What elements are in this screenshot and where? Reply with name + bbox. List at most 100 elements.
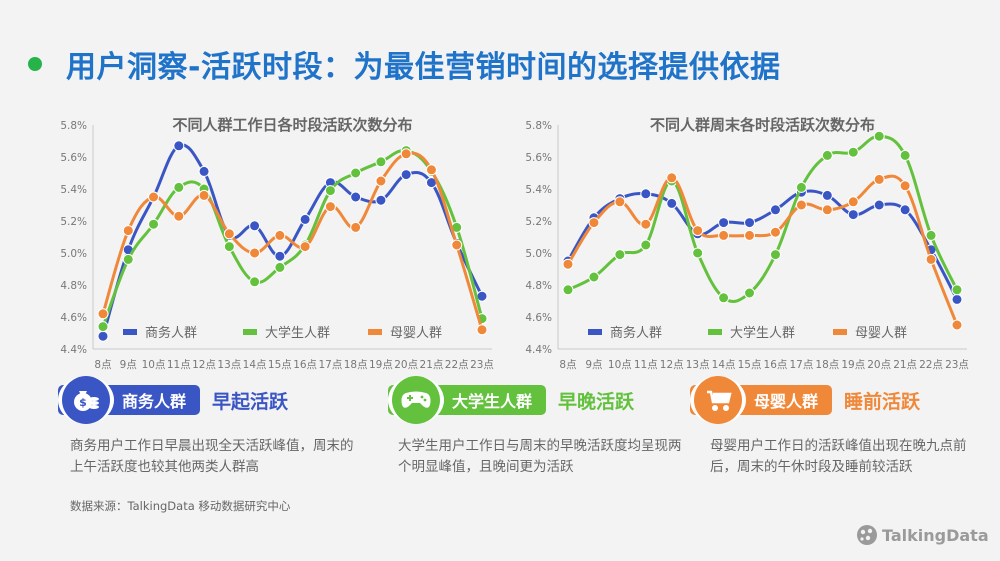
x-tick-label: 8点 xyxy=(94,359,111,371)
legend-label: 母婴人群 xyxy=(855,326,907,341)
chart-title: 不同人群周末各时段活跃次数分布 xyxy=(650,116,875,134)
data-point xyxy=(899,180,911,192)
data-point xyxy=(122,225,134,237)
data-point xyxy=(97,321,109,333)
series-line xyxy=(567,134,959,303)
data-point xyxy=(821,149,833,161)
data-point xyxy=(951,319,963,331)
legend-label: 大学生人群 xyxy=(730,325,795,341)
data-point xyxy=(718,229,730,241)
x-tick-label: 19点 xyxy=(841,359,865,371)
y-tick-label: 4.4% xyxy=(525,344,552,356)
data-point xyxy=(666,197,678,209)
data-point xyxy=(451,239,463,251)
data-point xyxy=(873,130,885,142)
data-point xyxy=(299,241,311,253)
data-point xyxy=(744,287,756,299)
data-point xyxy=(951,284,963,296)
data-point xyxy=(324,201,336,213)
x-tick-label: 13点 xyxy=(686,359,710,371)
x-tick-label: 18点 xyxy=(344,359,368,371)
y-tick-label: 5.8% xyxy=(60,120,87,132)
legend-swatch xyxy=(588,329,602,335)
business-desc: 商务用户工作日早晨出现全天活跃峰值，周末的上午活跃度也较其他两类人群高 xyxy=(70,438,354,475)
data-point xyxy=(324,185,336,197)
data-point xyxy=(562,258,574,270)
data-point xyxy=(562,284,574,296)
data-point xyxy=(640,188,652,200)
data-point xyxy=(274,261,286,273)
data-point xyxy=(173,210,185,222)
data-point xyxy=(148,218,160,230)
chart-title: 不同人群工作日各时段活跃次数分布 xyxy=(172,116,412,134)
x-tick-label: 14点 xyxy=(243,359,267,371)
stroller-icon xyxy=(694,376,742,424)
page-title: 用户洞察-活跃时段：为最佳营销时间的选择提供依据 xyxy=(66,50,781,85)
data-point xyxy=(640,239,652,251)
data-point xyxy=(97,308,109,320)
data-point xyxy=(274,250,286,262)
data-point xyxy=(375,156,387,168)
x-tick-label: 12点 xyxy=(192,359,216,371)
legend-swatch xyxy=(243,329,257,335)
data-point xyxy=(795,199,807,211)
x-tick-label: 23点 xyxy=(945,359,969,371)
data-point xyxy=(249,276,261,288)
data-point xyxy=(744,229,756,241)
legend-swatch xyxy=(123,329,137,335)
x-tick-label: 11点 xyxy=(634,359,658,371)
x-tick-label: 17点 xyxy=(318,359,342,371)
y-tick-label: 5.2% xyxy=(60,216,87,228)
x-tick-label: 16点 xyxy=(764,359,788,371)
talkingdata-logo-icon xyxy=(857,525,877,545)
page-header: 用户洞察-活跃时段：为最佳营销时间的选择提供依据 xyxy=(28,42,780,86)
x-tick-label: 19点 xyxy=(369,359,393,371)
x-tick-label: 21点 xyxy=(893,359,917,371)
chart-weekday: 不同人群工作日各时段活跃次数分布 4.4% 4.6% 4.8% 5.0% 5.2% 5.4%… xyxy=(60,116,494,371)
talkingdata-logo: TalkingData xyxy=(856,524,989,546)
y-tick-label: 5.6% xyxy=(60,152,87,164)
data-point xyxy=(299,213,311,225)
data-point xyxy=(769,204,781,216)
y-tick-label: 5.0% xyxy=(60,248,87,260)
data-point xyxy=(350,167,362,179)
mom-badge: 母婴人群 睡前活跃 xyxy=(690,376,970,424)
y-tick-label: 5.4% xyxy=(60,184,87,196)
y-tick-label: 4.6% xyxy=(60,312,87,324)
data-point xyxy=(375,175,387,187)
y-tick-label: 5.6% xyxy=(525,152,552,164)
legend-label: 商务人群 xyxy=(145,325,197,341)
data-point xyxy=(148,191,160,203)
data-point xyxy=(925,229,937,241)
data-point xyxy=(223,228,235,240)
x-tick-label: 14点 xyxy=(712,359,736,371)
data-source-note: 数据来源：TalkingData 移动数据研究中心 xyxy=(70,499,291,513)
x-tick-label: 22点 xyxy=(919,359,943,371)
x-tick-label: 11点 xyxy=(167,359,191,371)
data-point xyxy=(925,253,937,265)
student-tag: 早晚活跃 xyxy=(558,390,635,413)
money-bag-icon: $ xyxy=(62,376,110,424)
x-tick-label: 10点 xyxy=(608,359,632,371)
group-business: 商务人群 $ 早起活跃 商务用户工作日早晨出现全天活跃峰值，周末的上午活跃度也较… xyxy=(58,376,360,478)
x-tick-label: 22点 xyxy=(445,359,469,371)
data-point xyxy=(847,209,859,221)
x-tick-label: 12点 xyxy=(660,359,684,371)
legend-swatch xyxy=(708,329,722,335)
group-student: 大学生人群 早晚活跃 大学生用户工作日与周末的早晚活跃度均呈现两个明显峰值，且晚… xyxy=(388,376,688,478)
data-point xyxy=(666,172,678,184)
data-point xyxy=(198,189,210,201)
data-point xyxy=(588,271,600,283)
data-point xyxy=(951,293,963,305)
title-bullet xyxy=(28,57,42,71)
student-desc: 大学生用户工作日与周末的早晚活跃度均呈现两个明显峰值，且晚间更为活跃 xyxy=(398,438,682,475)
series-line xyxy=(566,189,959,301)
data-point xyxy=(692,247,704,259)
y-tick-label: 5.0% xyxy=(525,248,552,260)
data-point xyxy=(588,217,600,229)
data-point xyxy=(350,221,362,233)
series-line xyxy=(566,174,959,326)
legend-label: 母婴人群 xyxy=(390,326,442,341)
talkingdata-logo-text: TalkingData xyxy=(882,525,989,545)
data-point xyxy=(614,249,626,261)
